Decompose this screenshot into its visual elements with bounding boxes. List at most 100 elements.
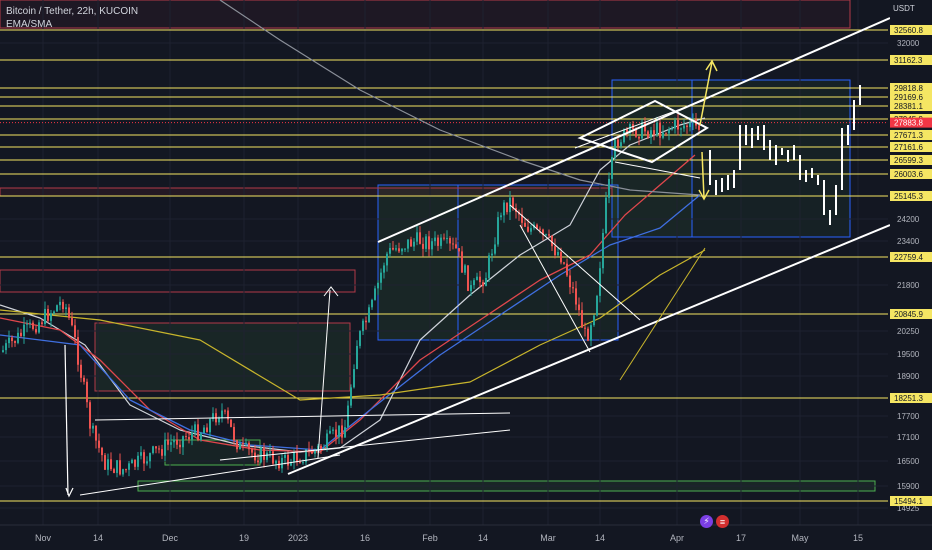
- breakout-arrow-head: [705, 59, 718, 72]
- candle-body: [239, 443, 241, 450]
- chart-legend: Bitcoin / Tether, 22h, KUCOIN EMA/SMA: [6, 5, 138, 31]
- us-flag-icon[interactable]: ≡: [716, 515, 729, 528]
- candle-body: [359, 331, 361, 346]
- candle-body: [242, 443, 244, 445]
- trend-line-0: [377, 17, 891, 243]
- candle-body: [140, 452, 142, 456]
- y-tick-4: 20250: [897, 327, 920, 336]
- candle-body: [542, 229, 544, 235]
- candle-body: [320, 445, 322, 450]
- price-tag-bg-3: [890, 92, 932, 102]
- candle-body: [467, 265, 469, 291]
- candle-body: [95, 425, 97, 441]
- price-tag-0: 32560.8: [894, 26, 923, 35]
- price-tag-bg-10: [890, 191, 932, 201]
- candles: [2, 112, 700, 478]
- candle-body: [317, 445, 319, 450]
- candle-body: [248, 442, 250, 450]
- candle-body: [425, 236, 427, 249]
- up-arrow-head: [323, 286, 339, 297]
- trend-line-5: [219, 429, 511, 461]
- candle-body: [53, 311, 55, 314]
- candle-body: [182, 436, 184, 448]
- candle-body: [395, 248, 397, 250]
- candle-body: [236, 440, 238, 450]
- indicator-title[interactable]: EMA/SMA: [6, 19, 53, 30]
- x-tick-9: 14: [595, 533, 605, 543]
- candle-body: [452, 243, 454, 245]
- candle-body: [65, 307, 67, 310]
- candle-body: [629, 124, 631, 133]
- candle-body: [176, 439, 178, 445]
- price-tag-12: 20845.9: [894, 310, 923, 319]
- candle-body: [299, 462, 301, 464]
- candle-body: [77, 337, 79, 365]
- candle-body: [152, 446, 154, 454]
- candle-body: [296, 452, 298, 463]
- lightning-icon[interactable]: ⚡: [700, 515, 713, 528]
- symbol-title[interactable]: Bitcoin / Tether, 22h, KUCOIN: [6, 6, 139, 17]
- time-axis: Nov 14 Dec 19 2023 16 Feb 14 Mar 14 Apr 17 May 15: [0, 524, 932, 543]
- trend-line-3: [64, 344, 69, 496]
- candle-body: [461, 251, 463, 273]
- candle-body: [362, 320, 364, 332]
- candle-body: [368, 307, 370, 323]
- candle-body: [209, 419, 211, 433]
- x-tick-0: Nov: [35, 533, 52, 543]
- candle-body: [71, 317, 73, 326]
- candle-body: [665, 132, 667, 134]
- candle-body: [545, 234, 547, 236]
- y-tick-2: 23400: [897, 237, 920, 246]
- y-tick-7: 17700: [897, 412, 920, 421]
- price-tag-2: 29818.8: [894, 84, 923, 93]
- x-tick-1: 14: [93, 533, 103, 543]
- candle-body: [662, 132, 664, 138]
- candle-body: [98, 440, 100, 448]
- current-price-bg: [890, 117, 932, 128]
- candle-body: [446, 238, 448, 240]
- price-tag-bg-6: [890, 130, 932, 140]
- candle-body: [548, 234, 550, 236]
- candle-body: [323, 448, 325, 450]
- candle-body: [173, 439, 175, 443]
- x-tick-8: Mar: [540, 533, 556, 543]
- candle-body: [413, 241, 415, 247]
- candle-body: [272, 451, 274, 464]
- candle-body: [14, 341, 16, 343]
- price-tag-6: 27671.3: [894, 131, 923, 140]
- candle-body: [566, 263, 568, 276]
- candle-body: [143, 452, 145, 464]
- candle-body: [113, 469, 115, 473]
- candle-body: [434, 237, 436, 242]
- event-icons: ⚡ ≡: [700, 515, 729, 528]
- candle-body: [656, 122, 658, 135]
- candle-body: [464, 265, 466, 273]
- candle-body: [620, 142, 622, 147]
- candle-body: [512, 197, 514, 209]
- candle-body: [197, 424, 199, 441]
- candle-body: [188, 436, 190, 440]
- candle-body: [482, 282, 484, 287]
- y-tick-9: 16500: [897, 457, 920, 466]
- breakdown-arrow-line: [701, 151, 705, 199]
- candle-body: [29, 322, 31, 324]
- up-arrow-line: [317, 289, 331, 459]
- candle-body: [587, 328, 589, 341]
- candle-body: [521, 214, 523, 223]
- candle-body: [641, 122, 643, 139]
- candle-body: [116, 460, 118, 473]
- candle-body: [581, 310, 583, 328]
- candle-body: [251, 449, 253, 453]
- candle-body: [56, 305, 58, 312]
- candle-body: [659, 122, 661, 138]
- candle-body: [89, 402, 91, 429]
- candle-body: [380, 272, 382, 283]
- price-tag-bg-4: [890, 101, 932, 111]
- x-tick-12: May: [791, 533, 809, 543]
- price-tag-bg-2: [890, 83, 932, 93]
- candle-body: [191, 432, 193, 440]
- price-tag-1: 31162.3: [894, 56, 923, 65]
- trend-line-8: [574, 99, 706, 149]
- candle-body: [221, 410, 223, 418]
